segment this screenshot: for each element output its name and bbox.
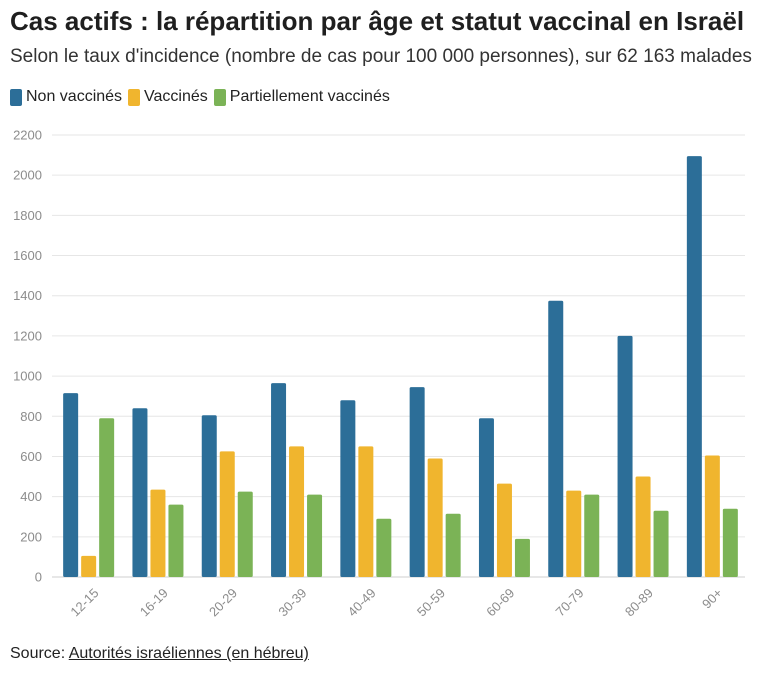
x-tick-label-30-39: 30-39 [275,585,309,619]
bar-partiellement-vaccin-s-80-89[interactable] [653,510,669,577]
x-tick-label-80-89: 80-89 [622,585,656,619]
bar-vaccin-s-30-39[interactable] [289,446,305,577]
y-tick-label-2200: 2200 [13,128,42,143]
y-tick-label-0: 0 [35,570,42,585]
bar-group-70-79 [548,300,600,577]
chart-subtitle: Selon le taux d'incidence (nombre de cas… [10,46,752,67]
source-prefix: Source: [10,645,69,662]
legend-item-non-vaccines[interactable]: Non vaccinés [10,88,122,106]
bar-chart: 0 200 400 600 800 1000 1200 1400 1600 1800 2000 220… [13,128,745,619]
bar-group-12-15 [63,393,115,577]
x-tick-label-90+: 90+ [699,585,725,611]
legend-item-vaccines[interactable]: Vaccinés [128,88,208,106]
chart-title: Cas actifs : la répartition par âge et s… [10,6,745,36]
bar-non-vaccin-s-40-49[interactable] [340,400,356,577]
legend-label-partiellement-vaccines: Partiellement vaccinés [229,88,390,105]
bar-non-vaccin-s-80-89[interactable] [617,335,633,577]
bar-vaccin-s-16-19[interactable] [150,489,166,577]
bar-partiellement-vaccin-s-20-29[interactable] [237,491,253,577]
y-tick-label-2000: 2000 [13,168,42,183]
y-tick-label-1400: 1400 [13,288,42,303]
bar-non-vaccin-s-20-29[interactable] [201,415,217,577]
y-tick-label-1200: 1200 [13,328,42,343]
y-tick-label-1600: 1600 [13,248,42,263]
legend-swatch-vaccines [128,88,141,106]
bar-group-16-19 [132,408,184,577]
bar-partiellement-vaccin-s-30-39[interactable] [307,494,323,577]
x-tick-label-60-69: 60-69 [483,585,517,619]
bar-group-80-89 [617,335,669,577]
bar-vaccin-s-20-29[interactable] [219,451,235,577]
source-line: Source: Autorités israéliennes (en hébre… [10,645,309,663]
y-tick-label-800: 800 [20,409,42,424]
legend: Non vaccinés Vaccinés Partiellement vacc… [10,88,396,106]
bar-group-40-49 [340,400,392,577]
bar-partiellement-vaccin-s-70-79[interactable] [584,494,600,577]
bar-vaccin-s-80-89[interactable] [635,476,651,577]
bar-vaccin-s-50-59[interactable] [427,458,443,577]
bar-non-vaccin-s-30-39[interactable] [271,383,287,577]
legend-swatch-non-vaccines [10,88,22,106]
x-tick-label-20-29: 20-29 [206,585,240,619]
bar-group-60-69 [478,418,530,577]
y-tick-label-200: 200 [20,529,42,544]
bar-non-vaccin-s-12-15[interactable] [63,393,79,577]
bar-non-vaccin-s-90+[interactable] [686,156,702,577]
bar-vaccin-s-90+[interactable] [704,455,720,577]
x-tick-label-12-15: 12-15 [67,585,101,619]
bar-partiellement-vaccin-s-12-15[interactable] [99,418,115,577]
bars [63,156,738,577]
bar-vaccin-s-70-79[interactable] [566,490,582,577]
y-tick-label-600: 600 [20,449,42,464]
bar-partiellement-vaccin-s-16-19[interactable] [168,504,184,577]
bar-partiellement-vaccin-s-90+[interactable] [722,508,738,577]
y-axis-ticks: 0 200 400 600 800 1000 1200 1400 1600 1800 2000 220… [13,128,42,585]
y-tick-label-1000: 1000 [13,369,42,384]
x-tick-label-40-49: 40-49 [345,585,379,619]
legend-label-non-vaccines: Non vaccinés [26,88,123,105]
bar-partiellement-vaccin-s-40-49[interactable] [376,518,392,577]
y-tick-label-1800: 1800 [13,208,42,223]
bar-non-vaccin-s-50-59[interactable] [409,387,425,577]
x-tick-label-70-79: 70-79 [553,585,587,619]
bar-non-vaccin-s-70-79[interactable] [548,300,564,577]
legend-item-partiellement-vaccines[interactable]: Partiellement vaccinés [213,88,390,106]
x-tick-label-16-19: 16-19 [137,585,171,619]
bar-partiellement-vaccin-s-50-59[interactable] [445,513,461,577]
x-tick-label-50-59: 50-59 [414,585,448,619]
bar-vaccin-s-60-69[interactable] [496,483,512,577]
bar-non-vaccin-s-16-19[interactable] [132,408,148,577]
source-link[interactable]: Autorités israéliennes (en hébreu) [68,645,309,662]
bar-group-20-29 [201,415,253,577]
bar-vaccin-s-40-49[interactable] [358,446,374,577]
bar-vaccin-s-12-15[interactable] [81,555,97,577]
y-tick-label-400: 400 [20,489,42,504]
legend-swatch-partiellement-vaccines [213,88,226,106]
bar-non-vaccin-s-60-69[interactable] [478,418,494,577]
bar-partiellement-vaccin-s-60-69[interactable] [514,538,530,577]
bar-group-90+ [686,156,738,577]
gridlines [52,134,745,578]
legend-label-vaccines: Vaccinés [144,88,208,105]
bar-group-50-59 [409,387,461,577]
x-axis-ticks: 12-15 16-19 20-29 30-39 40-49 50-59 60-69 70-79… [67,585,725,619]
bar-group-30-39 [271,383,323,577]
